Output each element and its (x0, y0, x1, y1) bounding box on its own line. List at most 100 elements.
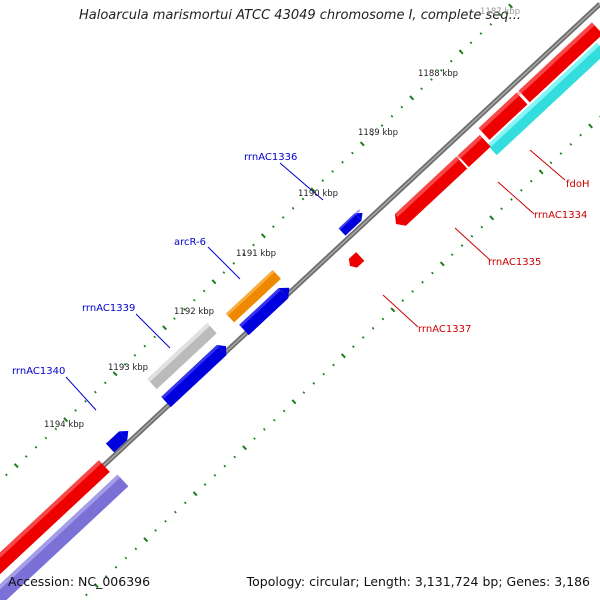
tick-mark (13, 463, 19, 469)
feature-fdoH-arrow[interactable] (487, 42, 600, 156)
tick-mark (351, 151, 354, 155)
tick-mark (371, 326, 375, 330)
tick-mark (104, 575, 108, 578)
tick-mark (272, 418, 276, 422)
tick-mark (569, 143, 573, 146)
tick-mark (370, 133, 374, 137)
tick-mark (94, 390, 97, 394)
tick-mark (291, 399, 297, 405)
tick-mark (411, 290, 414, 293)
tick-mark (202, 289, 206, 293)
tick-mark (183, 501, 187, 505)
tick-mark (321, 179, 325, 182)
tick-mark (63, 417, 69, 423)
feature-lower-left-red-arrow[interactable] (0, 460, 110, 588)
tick-mark (439, 261, 445, 267)
feature-label-rrnAC1335[interactable]: rrnAC1335 (488, 257, 541, 268)
tick-mark (242, 252, 245, 256)
feature-rrnAC1340-arrow[interactable] (105, 427, 132, 453)
tick-mark (510, 198, 513, 201)
genome-summary: Topology: circular; Length: 3,131,724 bp… (246, 574, 590, 589)
tick-mark (559, 152, 563, 155)
tick-mark (520, 188, 523, 192)
tick-mark (242, 445, 248, 451)
tick-mark (489, 215, 495, 221)
tick-mark (174, 510, 177, 514)
scale-label-1190: 1190 kbp (298, 189, 338, 199)
feature-arcR-6-arrow[interactable] (225, 269, 281, 323)
tick-mark (351, 345, 355, 348)
tick-mark (479, 32, 483, 35)
tick-mark (489, 23, 493, 26)
tick-mark (449, 59, 453, 63)
tick-mark (85, 593, 88, 597)
tick-mark (211, 279, 217, 285)
tick-mark (301, 197, 305, 201)
tick-mark (588, 123, 594, 129)
feature-label-rrnAC1337[interactable]: rrnAC1337 (418, 324, 471, 335)
feature-lower-left-purple-arrow[interactable] (0, 474, 129, 600)
feature-label-arcR-6[interactable]: arcR-6 (174, 237, 206, 248)
feature-rrnAC1336-arrow[interactable] (338, 209, 366, 236)
tick-mark (380, 124, 384, 127)
tick-mark (24, 455, 28, 458)
tick-mark (153, 335, 157, 339)
tick-mark (233, 455, 237, 459)
tick-mark (579, 133, 583, 137)
scale-label-1191: 1191 kbp (236, 249, 276, 259)
tick-mark (322, 372, 325, 376)
feature-label-rrnAC1334[interactable]: rrnAC1334 (534, 210, 587, 221)
tick-mark (500, 207, 503, 211)
tick-mark (34, 445, 38, 449)
tick-mark (203, 483, 207, 486)
tick-mark (302, 391, 306, 394)
feature-rrnAC1339-inner-arrow[interactable] (161, 341, 231, 408)
tick-mark (93, 583, 99, 589)
tick-mark (252, 243, 255, 247)
feature-rrnAC1335-arrow[interactable] (391, 134, 491, 230)
scale-label-1193: 1193 kbp (108, 363, 148, 373)
tick-mark (538, 169, 544, 175)
tick-mark (331, 170, 334, 173)
feature-label-rrnAC1339[interactable]: rrnAC1339 (82, 303, 135, 314)
tick-mark (312, 382, 316, 385)
tick-mark (390, 114, 394, 118)
feature-label-rrnAC1340[interactable]: rrnAC1340 (12, 366, 65, 377)
scale-labels: 1187 kbp 1188 kbp 1189 kbp 1190 kbp 1191… (44, 7, 520, 430)
tick-mark (192, 298, 196, 302)
feature-label-fdoH[interactable]: fdoH (566, 179, 590, 190)
tick-mark (74, 409, 77, 412)
tick-mark (508, 3, 514, 9)
scale-label-1187: 1187 kbp (480, 7, 520, 17)
feature-rrnAC1334-arrow[interactable] (478, 22, 600, 140)
tick-mark (332, 363, 335, 367)
tick-mark (460, 244, 464, 247)
tick-mark (450, 253, 454, 257)
tick-mark (480, 225, 484, 229)
tick-mark (430, 78, 433, 81)
tick-mark (183, 308, 186, 311)
tick-mark (263, 428, 266, 431)
scale-label-1194: 1194 kbp (44, 420, 84, 430)
tick-mark (232, 262, 236, 265)
tick-mark (341, 160, 344, 164)
map-title: Haloarcula marismortui ATCC 43049 chromo… (79, 8, 521, 23)
feature-label-rrnAC1336[interactable]: rrnAC1336 (244, 152, 297, 163)
tick-mark (359, 141, 365, 147)
tick-mark (223, 464, 227, 468)
tick-mark (282, 409, 286, 413)
tick-mark (253, 437, 256, 440)
tick-mark (458, 49, 464, 55)
scale-label-1188: 1188 kbp (418, 69, 458, 79)
tick-mark (134, 547, 138, 551)
tick-mark (123, 363, 127, 366)
feature-arcR-6-inner-arrow[interactable] (239, 283, 294, 336)
feature-rrnAC1339-arrow[interactable] (147, 322, 217, 390)
tick-mark (173, 317, 176, 320)
accession-label: Accession: NC_006396 (8, 574, 151, 589)
tick-mark (361, 336, 365, 339)
tick-mark (112, 371, 118, 377)
tick-mark (420, 87, 423, 91)
feature-rrnAC1337-arrow[interactable] (346, 252, 365, 270)
